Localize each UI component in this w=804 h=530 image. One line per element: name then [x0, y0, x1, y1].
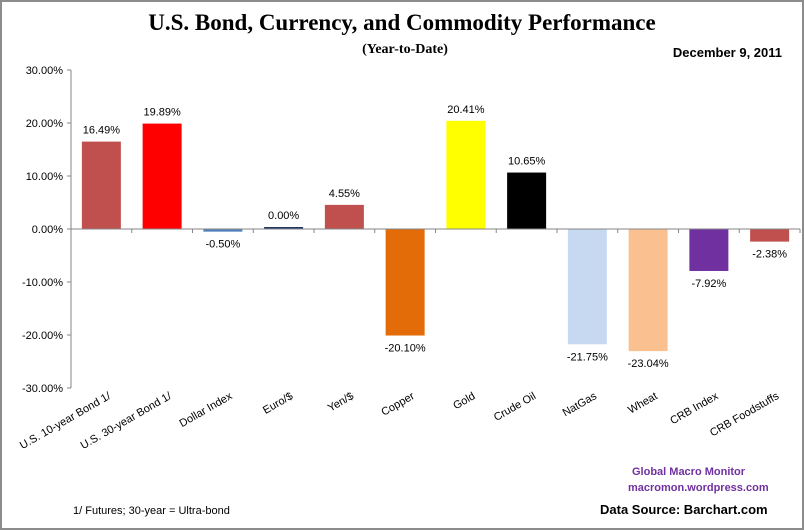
y-tick-label: -20.00% [22, 330, 63, 342]
x-tick-label: Wheat [626, 390, 660, 416]
x-tick-label: Yen/$ [326, 390, 356, 414]
x-tick-label: CRB Foodstuffs [708, 390, 781, 439]
data-labels: 16.49% 19.89% -0.50% 0.00% 4.55% -20.10% 20.41… [83, 104, 788, 370]
bar [689, 229, 729, 271]
data-source: Data Source: Barchart.com [600, 502, 768, 517]
x-tick-label: Dollar Index [178, 390, 235, 430]
data-label: -0.50% [205, 239, 240, 251]
bars [81, 120, 790, 352]
bar [507, 172, 547, 229]
y-tick-label: 20.00% [26, 118, 64, 130]
data-label: -21.75% [567, 351, 608, 363]
y-tick-label: 30.00% [26, 65, 64, 77]
x-tick-label: CRB Index [668, 390, 720, 427]
data-label: 10.65% [508, 156, 546, 168]
x-tick-label: NatGas [561, 390, 600, 419]
data-label: -2.38% [752, 249, 787, 261]
bar [628, 229, 668, 352]
x-axis [71, 228, 801, 233]
bar [81, 141, 121, 229]
bar [324, 204, 364, 229]
y-tick-label: -10.00% [22, 277, 63, 289]
data-label: -7.92% [691, 278, 726, 290]
data-label: 20.41% [447, 104, 485, 116]
y-axis: 30.00% 20.00% 10.00% 0.00% -10.00% -20.00% -30… [22, 65, 72, 395]
bar [446, 120, 486, 229]
bar [750, 229, 790, 242]
bar [385, 229, 425, 336]
brand-url: macromon.wordpress.com [628, 482, 769, 494]
bar [203, 229, 243, 232]
data-label: 0.00% [268, 210, 299, 222]
y-tick-label: 0.00% [32, 224, 63, 236]
x-tick-label: Copper [379, 390, 417, 419]
data-label: 19.89% [143, 107, 181, 119]
x-tick-label: Euro/$ [261, 390, 295, 417]
data-label: 16.49% [83, 125, 121, 137]
chart-title: U.S. Bond, Currency, and Commodity Perfo… [148, 10, 656, 35]
bar [264, 227, 304, 229]
chart-date: December 9, 2011 [672, 45, 782, 60]
data-label: 4.55% [329, 188, 360, 200]
bar [567, 229, 607, 345]
y-tick-label: -30.00% [22, 383, 63, 395]
x-tick-label: Gold [451, 390, 477, 412]
brand-name: Global Macro Monitor [632, 466, 746, 478]
x-tick-label: Crude Oil [492, 390, 538, 424]
bar [142, 123, 182, 229]
data-label: -23.04% [628, 358, 669, 370]
x-tick-labels: U.S. 10-year Bond 1/U.S. 30-year Bond 1/… [18, 390, 782, 452]
chart-subtitle: (Year-to-Date) [362, 42, 448, 57]
data-label: -20.10% [385, 343, 426, 355]
footnote: 1/ Futures; 30-year = Ultra-bond [73, 505, 230, 517]
y-tick-label: 10.00% [26, 171, 64, 183]
